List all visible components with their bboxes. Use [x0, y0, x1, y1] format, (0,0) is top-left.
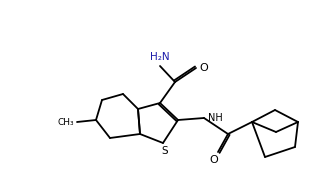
Text: CH₃: CH₃: [57, 117, 74, 126]
Text: S: S: [162, 146, 168, 156]
Text: O: O: [199, 63, 208, 73]
Text: H₂N: H₂N: [150, 52, 170, 62]
Text: O: O: [210, 155, 218, 165]
Text: NH: NH: [208, 113, 223, 123]
